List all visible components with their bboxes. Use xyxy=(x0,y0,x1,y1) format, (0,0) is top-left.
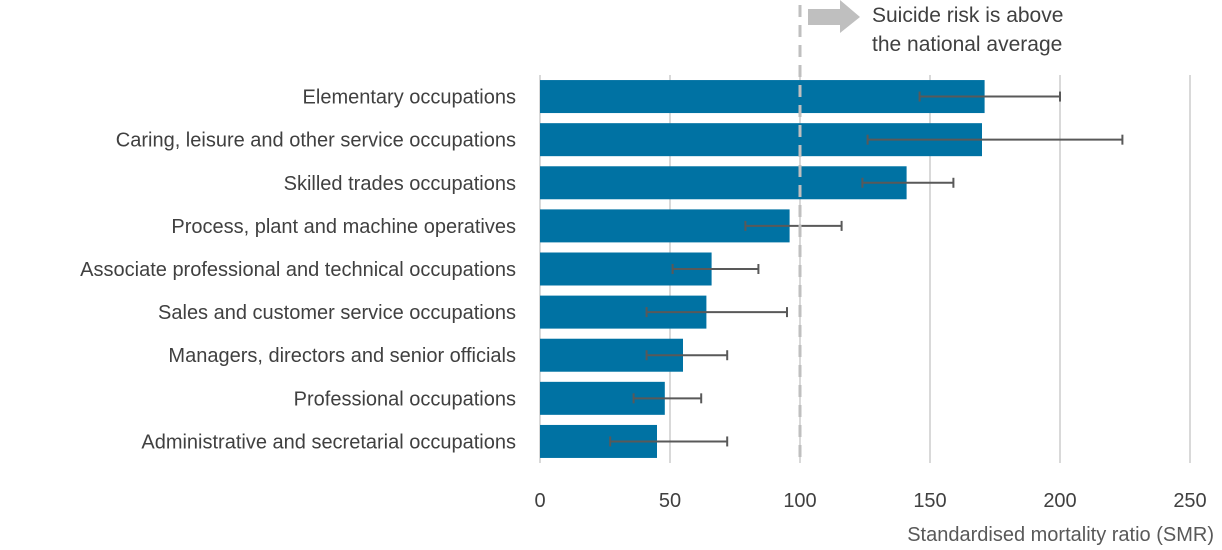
category-label: Managers, directors and senior officials xyxy=(168,345,516,367)
x-tick-label: 50 xyxy=(659,490,681,512)
x-axis-title: Standardised mortality ratio (SMR) xyxy=(907,524,1214,546)
x-tick-label: 0 xyxy=(534,490,545,512)
category-label: Associate professional and technical occ… xyxy=(80,259,516,281)
error-bars xyxy=(609,91,1124,447)
category-label: Caring, leisure and other service occupa… xyxy=(116,130,516,152)
bar xyxy=(540,80,985,114)
category-label: Professional occupations xyxy=(294,388,516,410)
category-label: Sales and customer service occupations xyxy=(158,302,516,324)
annotation-line-2: the national average xyxy=(872,33,1062,56)
bars xyxy=(540,80,985,458)
category-label: Skilled trades occupations xyxy=(284,173,516,195)
annotation-line-1: Suicide risk is above xyxy=(872,4,1063,27)
x-tick-labels: 0 50 100 150 200 250 xyxy=(534,490,1206,512)
x-tick-label: 100 xyxy=(783,490,816,512)
x-tick-label: 200 xyxy=(1043,490,1076,512)
category-labels: Elementary occupations Caring, leisure an… xyxy=(80,87,516,454)
category-label: Administrative and secretarial occupatio… xyxy=(141,431,516,453)
category-label: Process, plant and machine operatives xyxy=(171,216,516,238)
bar xyxy=(540,166,907,200)
arrow-right-icon xyxy=(808,0,860,33)
x-tick-label: 250 xyxy=(1173,490,1206,512)
category-label: Elementary occupations xyxy=(303,87,516,109)
x-tick-label: 150 xyxy=(913,490,946,512)
